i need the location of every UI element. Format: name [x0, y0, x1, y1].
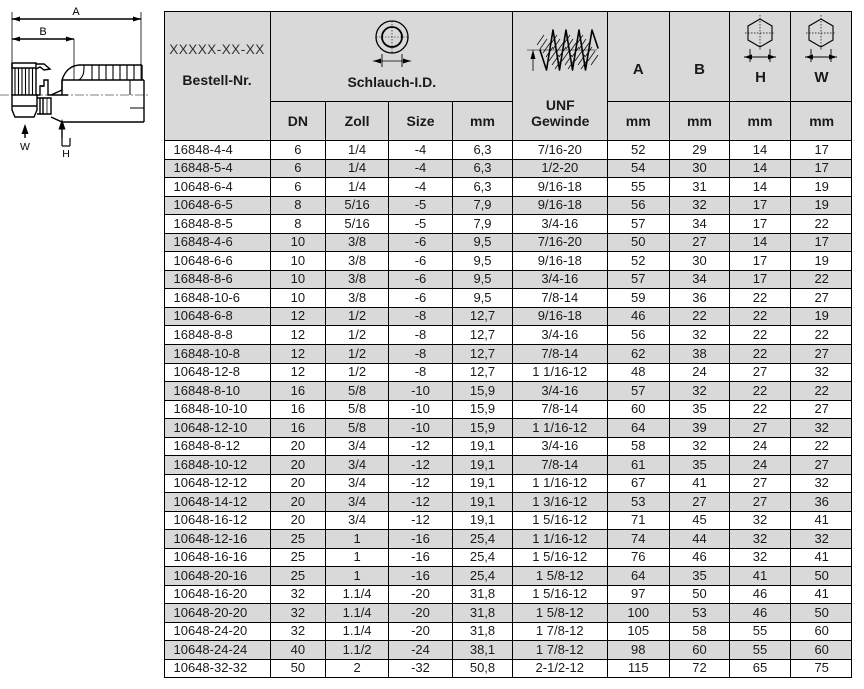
- svg-text:A: A: [72, 6, 80, 18]
- svg-text:H: H: [62, 148, 70, 160]
- svg-text:W: W: [20, 141, 30, 153]
- svg-text:B: B: [39, 26, 46, 38]
